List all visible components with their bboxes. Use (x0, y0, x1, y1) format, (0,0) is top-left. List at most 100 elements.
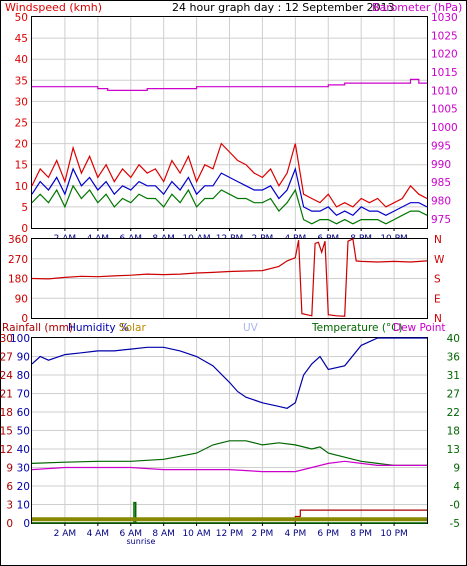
axis-tick-label: 980 (431, 195, 451, 207)
humidity-tick-label: 20 (17, 481, 30, 493)
x-tick-label: 6 AM (119, 529, 142, 539)
axis-tick-label: N (434, 234, 442, 246)
humidity-line (31, 337, 427, 409)
x-tick-label: 8 AM (152, 529, 175, 539)
axis-tick-label: 1015 (431, 67, 458, 79)
wind-speed-line (31, 184, 428, 225)
axis-tick-label: -0 (450, 500, 460, 512)
rain-tick-label: 15 (0, 426, 13, 438)
axis-tick-label: 975 (431, 214, 451, 226)
axis-tick-label: 0 (21, 223, 28, 235)
x-tick-label: 10 PM (380, 529, 408, 539)
rain-tick-label: 24 (0, 370, 13, 382)
rain-tick-label: 9 (6, 463, 13, 475)
legend-temperature: Temperature (°C) (311, 322, 403, 334)
axis-tick-label: 9 (453, 463, 460, 475)
chart-title: 24 hour graph day : 12 September 2013 (172, 1, 395, 14)
legend-uv: UV (243, 322, 259, 334)
humidity-tick-label: 70 (17, 389, 30, 401)
legend-solar: Solar (119, 322, 146, 334)
axis-tick-label: S (434, 274, 441, 286)
humidity-tick-label: 50 (17, 426, 30, 438)
axis-tick-label: 25 (15, 118, 28, 130)
rain-tick-label: 27 (0, 352, 13, 364)
axis-tick-label: 1010 (431, 85, 458, 97)
x-tick-label: 12 PM (216, 529, 244, 539)
axis-tick-label: 990 (431, 159, 451, 171)
axis-tick-label: 270 (8, 254, 28, 266)
axis-tick-label: 5 (21, 202, 28, 214)
humidity-tick-label: 60 (17, 407, 30, 419)
x-tick-label: 2 AM (54, 529, 77, 539)
axis-tick-label: 15 (15, 160, 28, 172)
legend-humidity: Humidity % (68, 322, 129, 334)
axis-tick-label: 45 (15, 33, 28, 45)
humidity-tick-label: 0 (23, 518, 30, 530)
rain-tick-label: 3 (6, 500, 13, 512)
rain-tick-label: 0 (6, 518, 13, 530)
humidity-tick-label: 40 (17, 444, 30, 456)
axis-tick-label: 27 (447, 389, 460, 401)
axis-tick-label: 360 (8, 234, 28, 246)
wind-direction-line (31, 238, 428, 317)
axis-tick-label: 985 (431, 177, 451, 189)
axis-tick-label: 36 (447, 352, 461, 364)
axis-tick-label: 1020 (431, 49, 458, 61)
axis-tick-label: 1025 (431, 30, 458, 42)
axis-tick-label: 1030 (431, 12, 458, 24)
axis-tick-label: W (434, 254, 445, 266)
rain-tick-label: 21 (0, 389, 13, 401)
x-tick-label: 6 PM (317, 529, 339, 539)
x-tick-label: 2 PM (252, 529, 274, 539)
legend-dewpoint: Dew Point (393, 322, 446, 334)
x-tick-label: 8 PM (350, 529, 372, 539)
axis-tick-label: 90 (15, 293, 28, 305)
legend-rainfall: Rainfall (mm) (2, 322, 73, 334)
axis-tick-label: 35 (15, 75, 28, 87)
rain-tick-label: 18 (0, 407, 13, 419)
axis-tick-label: 0 (21, 313, 28, 325)
axis-tick-label: -5 (450, 518, 460, 530)
humidity-tick-label: 80 (17, 370, 30, 382)
axis-tick-label: 1000 (431, 122, 458, 134)
baro-axis-title: Barometer (hPa) (372, 1, 462, 14)
barometer-line (32, 78, 427, 92)
axis-tick-label: 10 (15, 181, 28, 193)
wind-axis-title: Windspeed (kmh) (5, 1, 102, 14)
axis-tick-label: 995 (431, 140, 451, 152)
x-tick-label: 4 AM (87, 529, 110, 539)
rain-tick-label: 12 (0, 444, 13, 456)
axis-tick-label: 31 (447, 370, 460, 382)
axis-tick-label: 50 (15, 12, 28, 24)
axis-tick-label: N (434, 313, 442, 325)
humidity-tick-label: 90 (17, 352, 30, 364)
humidity-tick-label: 10 (17, 500, 30, 512)
x-tick-label: 4 PM (284, 529, 306, 539)
wind-average-line (31, 166, 428, 217)
spike-line (32, 501, 427, 524)
axis-tick-label: 40 (447, 333, 460, 345)
temperature-line (31, 440, 427, 466)
panel-rain-humidity-temp: 0369121518212427300102030405060708090100… (0, 333, 460, 546)
axis-tick-label: 4 (453, 481, 460, 493)
humidity-tick-label: 30 (17, 463, 30, 475)
humidity-tick-label: 100 (10, 333, 30, 345)
axis-tick-label: 20 (15, 139, 28, 151)
axis-tick-label: 22 (447, 407, 460, 419)
sunrise-label: sunrise (127, 537, 156, 546)
axis-tick-label: 180 (8, 274, 28, 286)
axis-tick-label: 40 (15, 54, 28, 66)
axis-tick-label: E (434, 293, 441, 305)
axis-tick-label: 1005 (431, 104, 458, 116)
axis-tick-label: 30 (15, 96, 28, 108)
rain-tick-label: 6 (6, 481, 13, 493)
wind-gust-line (31, 142, 428, 208)
dewpoint-line (31, 460, 427, 473)
axis-tick-label: 13 (447, 444, 460, 456)
x-tick-label: 10 AM (182, 529, 210, 539)
rain-tick-label: 30 (0, 333, 13, 345)
axis-tick-label: 18 (447, 426, 460, 438)
